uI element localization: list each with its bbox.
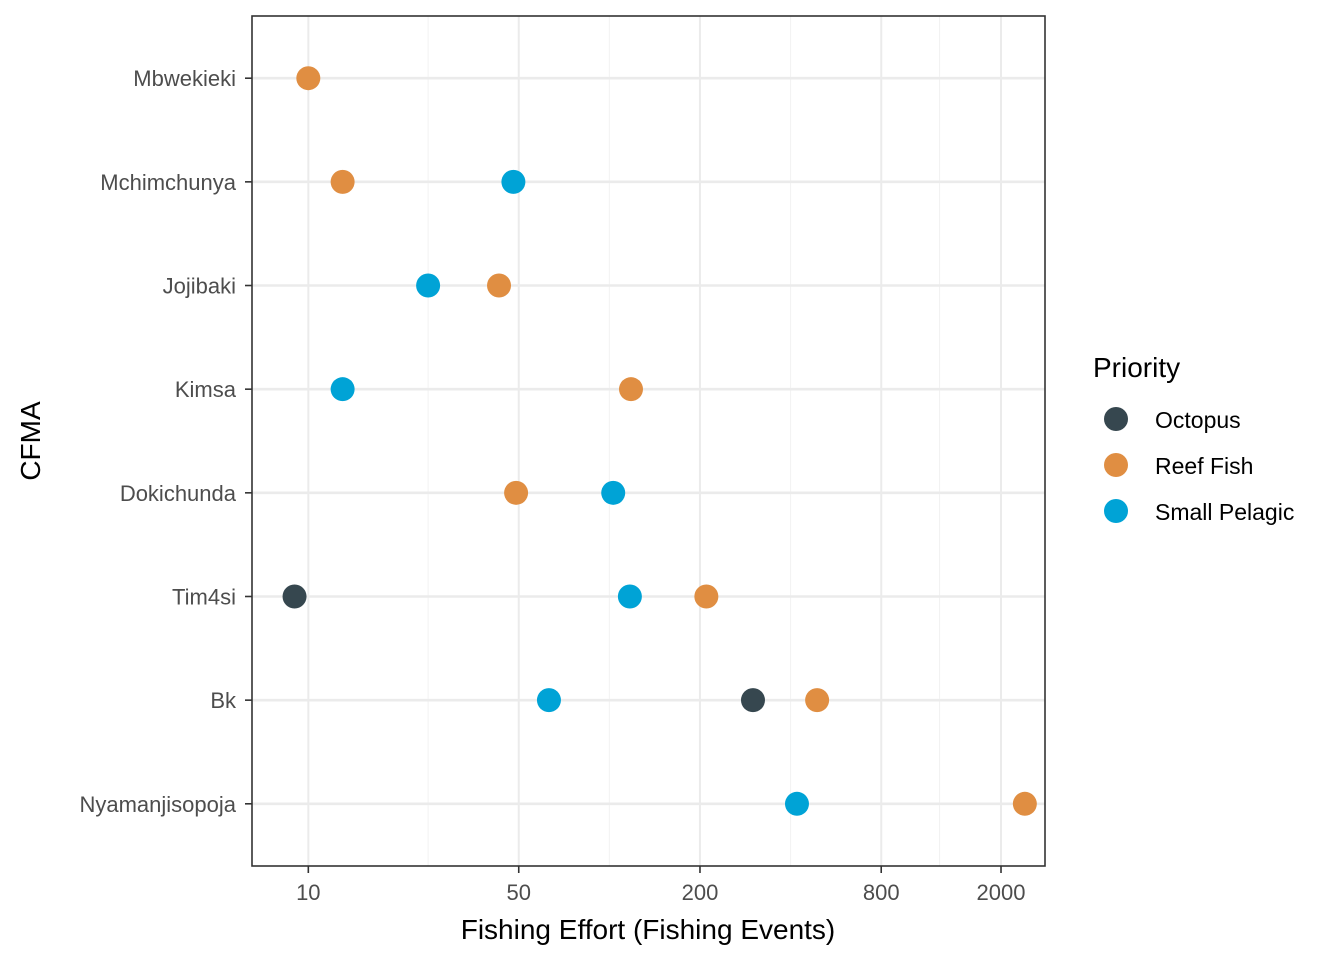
data-point-small-pelagic [501, 169, 526, 194]
y-tick-label: Mchimchunya [100, 170, 236, 195]
data-point-reef-fish [805, 688, 830, 713]
y-axis-title: CFMA [15, 401, 46, 481]
data-point-small-pelagic [784, 791, 809, 816]
x-axis: 10 50 200 800 2000 [296, 866, 1025, 905]
legend: Priority Octopus Reef Fish Small Pelagic [1093, 352, 1294, 525]
data-point-small-pelagic [601, 480, 626, 505]
data-point-small-pelagic [416, 273, 441, 298]
data-point-reef-fish [504, 480, 529, 505]
data-point-small-pelagic [330, 377, 355, 402]
x-tick-label: 800 [863, 880, 900, 905]
legend-key-small-pelagic [1104, 499, 1128, 523]
y-tick-label: Nyamanjisopoja [79, 792, 236, 817]
data-point-reef-fish [618, 377, 643, 402]
legend-label-small-pelagic: Small Pelagic [1155, 499, 1294, 525]
data-point-reef-fish [694, 584, 719, 609]
x-tick-label: 50 [506, 880, 530, 905]
y-tick-label: Mbwekieki [133, 66, 236, 91]
legend-key-octopus [1104, 407, 1128, 431]
plot-panel-border [251, 15, 1046, 867]
data-point-reef-fish [487, 273, 512, 298]
data-point-reef-fish [296, 66, 321, 91]
y-tick-label: Tim4si [172, 584, 236, 609]
legend-label-octopus: Octopus [1155, 407, 1241, 433]
data-point-small-pelagic [617, 584, 642, 609]
legend-label-reef-fish: Reef Fish [1155, 453, 1253, 479]
x-axis-title: Fishing Effort (Fishing Events) [461, 914, 836, 945]
y-axis: Mbwekieki Mchimchunya Jojibaki Kimsa Dokichu… [79, 66, 252, 817]
y-tick-label: Jojibaki [163, 274, 236, 299]
grid [252, 16, 1045, 866]
data-point-small-pelagic [536, 688, 561, 713]
data-point-octopus [740, 688, 765, 713]
y-tick-label: Kimsa [175, 377, 237, 402]
data-point-reef-fish [1012, 791, 1037, 816]
data-point-reef-fish [330, 169, 355, 194]
x-tick-label: 2000 [977, 880, 1026, 905]
x-tick-label: 10 [296, 880, 320, 905]
legend-title: Priority [1093, 352, 1180, 383]
x-tick-label: 200 [682, 880, 719, 905]
y-tick-label: Bk [210, 688, 237, 713]
data-points [282, 66, 1037, 816]
legend-key-reef-fish [1104, 453, 1128, 477]
data-point-octopus [282, 584, 307, 609]
y-tick-label: Dokichunda [120, 481, 237, 506]
